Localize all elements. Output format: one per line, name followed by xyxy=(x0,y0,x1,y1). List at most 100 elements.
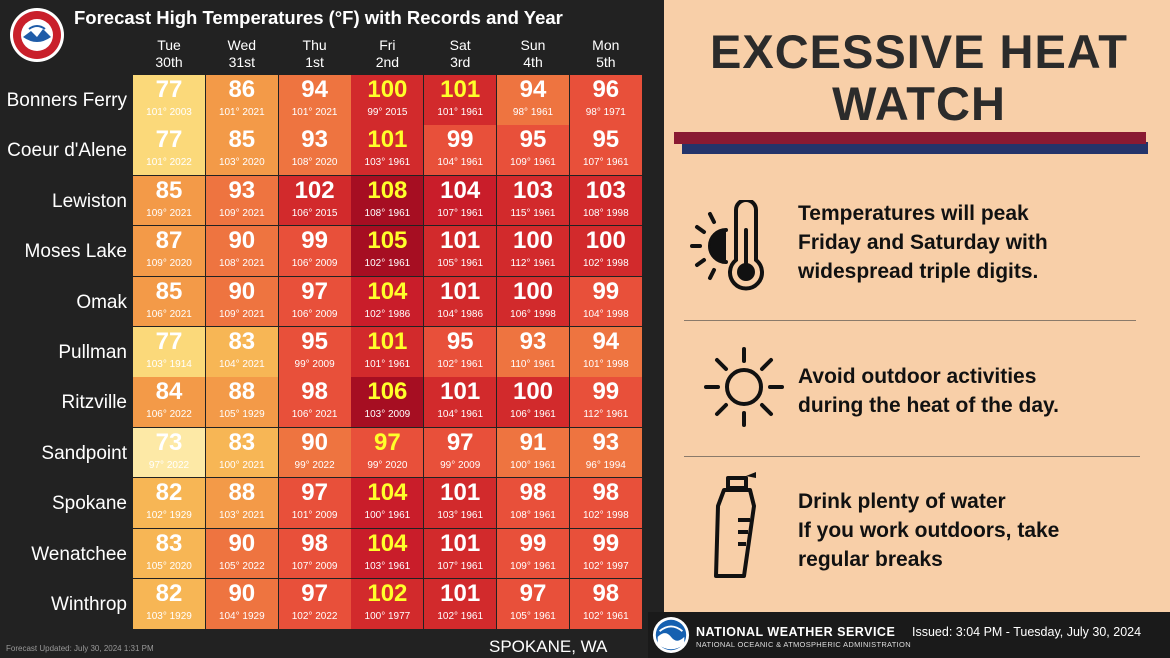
forecast-high: 85 xyxy=(155,277,183,305)
forecast-high: 88 xyxy=(228,378,256,406)
record-high: 107° 1961 xyxy=(437,560,484,572)
temperature-cell: 105 102° 1961 xyxy=(351,226,424,276)
city-label: Moses Lake xyxy=(24,241,127,263)
forecast-high: 101 xyxy=(440,378,481,406)
forecast-high: 99 xyxy=(446,126,474,154)
record-high: 112° 1961 xyxy=(583,409,629,421)
forecast-high: 83 xyxy=(228,328,256,355)
temperature-cell: 106 103° 2009 xyxy=(351,377,424,427)
column-date: 2nd xyxy=(375,54,400,70)
record-high: 102° 1961 xyxy=(364,258,411,270)
message-avoid-outdoor: Avoid outdoor activities during the heat… xyxy=(798,362,1059,420)
forecast-high: 90 xyxy=(228,227,256,255)
record-high: 106° 2009 xyxy=(291,258,338,270)
record-high: 103° 1961 xyxy=(364,157,411,169)
record-high: 105° 2020 xyxy=(146,560,192,572)
temperature-cell: 93 110° 1961 xyxy=(497,327,569,377)
forecast-high: 95 xyxy=(446,328,474,355)
temperature-cell: 97 105° 1961 xyxy=(497,579,569,629)
forecast-high: 94 xyxy=(519,76,547,103)
temperature-cell: 101 105° 1961 xyxy=(424,226,497,276)
record-high: 104° 1986 xyxy=(437,308,484,320)
temperature-cell: 94 101° 2021 xyxy=(278,75,351,125)
temperature-cell: 77 101° 2022 xyxy=(133,125,205,175)
record-high: 107° 1961 xyxy=(437,207,484,219)
heat-watch-title-line1: EXCESSIVE HEAT xyxy=(710,25,1128,78)
city-label: Omak xyxy=(76,291,127,313)
record-high: 115° 1961 xyxy=(510,207,556,219)
temperature-cell: 90 109° 2021 xyxy=(205,276,278,327)
temperature-cell: 101 104° 1961 xyxy=(424,377,497,427)
record-high: 103° 1929 xyxy=(146,611,192,622)
column-header: Sat 3rd xyxy=(424,37,496,71)
temperature-cell: 93 109° 2021 xyxy=(205,175,278,226)
temperature-cell: 77 101° 2003 xyxy=(133,75,205,125)
record-high: 101° 2022 xyxy=(146,157,192,169)
message-line: If you work outdoors, take xyxy=(798,519,1060,542)
forecast-high: 83 xyxy=(228,428,256,456)
record-high: 105° 1929 xyxy=(218,409,265,421)
forecast-high: 90 xyxy=(228,580,256,607)
forecast-high: 94 xyxy=(592,328,620,355)
city-label: Wenatchee xyxy=(31,543,127,565)
temperature-cell: 99 104° 1961 xyxy=(424,125,497,175)
temperature-cell: 86 101° 2021 xyxy=(205,75,278,125)
city-label: Sandpoint xyxy=(41,442,127,464)
forecast-high: 101 xyxy=(440,479,481,507)
column-header: Thu 1st xyxy=(279,37,351,71)
temperature-cell: 97 102° 2022 xyxy=(278,579,351,629)
forecast-updated: Forecast Updated: July 30, 2024 1:31 PM xyxy=(6,644,154,653)
record-high: 105° 2022 xyxy=(218,560,265,572)
column-date: 4th xyxy=(523,54,543,70)
record-high: 106° 2009 xyxy=(291,308,338,320)
temperature-cell: 101 103° 1961 xyxy=(424,478,497,528)
column-day: Thu xyxy=(302,37,327,53)
temperature-cell: 97 106° 2009 xyxy=(278,276,351,327)
forecast-high: 104 xyxy=(367,479,408,507)
record-high: 109° 2021 xyxy=(218,308,265,320)
forecast-high: 108 xyxy=(367,176,408,204)
forecast-high: 104 xyxy=(367,277,408,305)
column-date: 5th xyxy=(596,54,616,70)
record-high: 106° 2022 xyxy=(146,409,192,421)
forecast-high: 101 xyxy=(440,76,481,103)
record-high: 102° 1998 xyxy=(582,258,629,270)
forecast-high: 91 xyxy=(519,428,547,456)
record-high: 103° 1961 xyxy=(437,510,484,522)
temperature-cell: 99 106° 2009 xyxy=(278,226,351,276)
city-label: Bonners Ferry xyxy=(6,90,127,111)
record-high: 108° 2020 xyxy=(291,157,338,169)
temperature-cell: 94 98° 1961 xyxy=(497,75,569,125)
temperature-cell: 95 102° 1961 xyxy=(424,327,497,377)
column-header: Wed 31st xyxy=(206,37,278,71)
temperature-cell: 102 106° 2015 xyxy=(278,175,351,226)
message-line: widespread triple digits. xyxy=(798,260,1039,283)
record-high: 99° 2020 xyxy=(367,459,408,471)
divider-2 xyxy=(684,456,1140,457)
title-underline-bar xyxy=(674,132,1146,144)
message-line: regular breaks xyxy=(798,548,943,571)
temperature-cell: 91 100° 1961 xyxy=(497,427,569,478)
temperature-cell: 99 109° 1961 xyxy=(497,528,569,579)
record-high: 104° 2021 xyxy=(218,359,265,370)
record-high: 106° 1961 xyxy=(510,409,556,421)
forecast-high: 100 xyxy=(585,227,626,255)
forecast-high: 82 xyxy=(155,580,183,607)
forecast-high: 101 xyxy=(440,277,481,305)
chart-title: Forecast High Temperatures (°F) with Rec… xyxy=(74,7,563,28)
heat-watch-title-line2: WATCH xyxy=(832,77,1006,130)
column-date: 31st xyxy=(228,54,256,70)
temperature-cell: 98 102° 1961 xyxy=(569,579,642,629)
record-high: 98° 1961 xyxy=(512,107,554,118)
record-high: 102° 1997 xyxy=(582,560,629,572)
temperature-cell: 101 102° 1961 xyxy=(424,579,497,629)
temperature-cell: 93 96° 1994 xyxy=(569,427,642,478)
record-high: 108° 2021 xyxy=(218,258,265,270)
temperature-cell: 94 101° 1998 xyxy=(569,327,642,377)
record-high: 100° 1977 xyxy=(364,611,411,622)
noaa-logo-icon xyxy=(652,616,690,654)
record-high: 107° 2009 xyxy=(291,560,338,572)
forecast-high: 102 xyxy=(367,580,408,607)
column-day: Wed xyxy=(227,37,257,53)
forecast-high: 101 xyxy=(367,126,408,154)
